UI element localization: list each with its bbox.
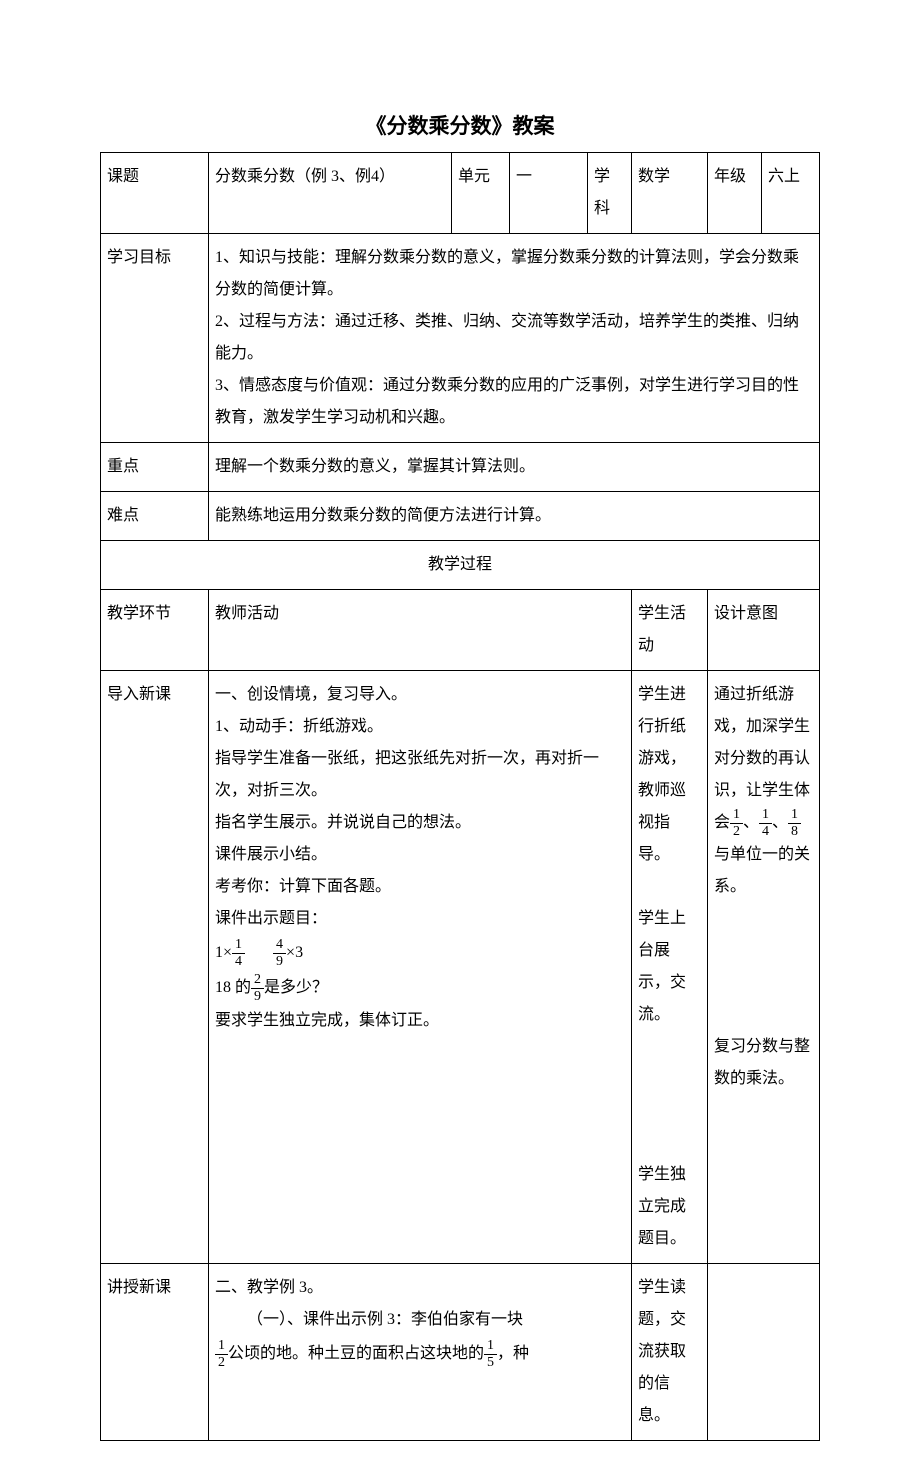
col-phase: 教学环节 — [101, 590, 209, 671]
unit-value: 一 — [510, 153, 588, 234]
expr3-frac: 29 — [251, 973, 264, 1004]
process-header: 教学过程 — [101, 541, 820, 590]
grade-label: 年级 — [708, 153, 762, 234]
lecture-f1: 12 — [215, 1339, 228, 1370]
subject-value: 数学 — [632, 153, 708, 234]
col-student: 学生活动 — [632, 590, 708, 671]
lecture-math: 12公顷的地。种土豆的面积占这块地的15，种 — [215, 1345, 529, 1362]
expr3-right: 是多少？ — [264, 979, 328, 996]
objectives-content: 1、知识与技能：理解分数乘分数的意义，掌握分数乘分数的计算法则，学会分数乘分数的… — [209, 234, 820, 443]
unit-label: 单元 — [452, 153, 510, 234]
intro-t-l5: 课件展示小结。 — [215, 846, 327, 863]
intro-s1: 学生进行折纸游戏，教师巡视指导。 — [638, 686, 686, 863]
lecture-row: 讲授新课 二、教学例 3。 （一）、课件出示例 3：李伯伯家有一块 12公顷的地… — [101, 1264, 820, 1441]
col-intent: 设计意图 — [708, 590, 820, 671]
keypoint-value: 理解一个数乘分数的意义，掌握其计算法则。 — [209, 443, 820, 492]
lecture-l2b: 公顷的地。种土豆的面积占这块地的 — [228, 1345, 484, 1362]
lesson-plan-table: 课题 分数乘分数（例 3、例4） 单元 一 学科 数学 年级 六上 学习目标 1… — [100, 152, 820, 1441]
page-title: 《分数乘分数》教案 — [100, 110, 820, 140]
intro-t-l1: 一、创设情境，复习导入。 — [215, 686, 407, 703]
intro-intent: 通过折纸游戏，加深学生对分数的再认识，让学生体会12、14、18与单位一的关系。… — [708, 671, 820, 1264]
intro-expr-line1: 1×14 49×3 — [215, 944, 303, 961]
intro-teacher: 一、创设情境，复习导入。 1、动动手：折纸游戏。 指导学生准备一张纸，把这张纸先… — [209, 671, 632, 1264]
intro-t-l3: 指导学生准备一张纸，把这张纸先对折一次，再对折一次，对折三次。 — [215, 750, 599, 799]
expr1-left: 1× — [215, 944, 232, 961]
diffpoint-value: 能熟练地运用分数乘分数的简便方法进行计算。 — [209, 492, 820, 541]
intro-student: 学生进行折纸游戏，教师巡视指导。 学生上台展示，交流。 学生独立完成题目。 — [632, 671, 708, 1264]
intent-sep2: 、 — [772, 814, 788, 831]
intent-f1: 12 — [730, 808, 743, 839]
intro-t-l6: 考考你：计算下面各题。 — [215, 878, 391, 895]
col-teacher: 教师活动 — [209, 590, 632, 671]
diffpoint-row: 难点 能熟练地运用分数乘分数的简便方法进行计算。 — [101, 492, 820, 541]
lecture-l1: 二、教学例 3。 — [215, 1279, 323, 1296]
intent-f3: 18 — [788, 808, 801, 839]
subject-label: 学科 — [588, 153, 632, 234]
lecture-intent — [708, 1264, 820, 1441]
intro-row: 导入新课 一、创设情境，复习导入。 1、动动手：折纸游戏。 指导学生准备一张纸，… — [101, 671, 820, 1264]
intro-s3: 学生独立完成题目。 — [638, 1166, 686, 1247]
lecture-student: 学生读题，交流获取的信息。 — [632, 1264, 708, 1441]
intent-p1b: 与单位一的关系。 — [714, 846, 810, 895]
objectives-row: 学习目标 1、知识与技能：理解分数乘分数的意义，掌握分数乘分数的计算法则，学会分… — [101, 234, 820, 443]
grade-value: 六上 — [762, 153, 820, 234]
header-row: 课题 分数乘分数（例 3、例4） 单元 一 学科 数学 年级 六上 — [101, 153, 820, 234]
lecture-l2c: ，种 — [497, 1345, 529, 1362]
diffpoint-label: 难点 — [101, 492, 209, 541]
keypoint-row: 重点 理解一个数乘分数的意义，掌握其计算法则。 — [101, 443, 820, 492]
objective-1: 1、知识与技能：理解分数乘分数的意义，掌握分数乘分数的计算法则，学会分数乘分数的… — [215, 249, 799, 298]
intro-t-l2: 1、动动手：折纸游戏。 — [215, 718, 383, 735]
intent-p2: 复习分数与整数的乘法。 — [714, 1038, 810, 1087]
objectives-label: 学习目标 — [101, 234, 209, 443]
intent-f2: 14 — [759, 808, 772, 839]
expr2-right: ×3 — [286, 944, 303, 961]
expr2-frac: 49 — [273, 938, 286, 969]
expr1-frac: 14 — [232, 938, 245, 969]
lecture-f2: 15 — [484, 1339, 497, 1370]
lecture-phase: 讲授新课 — [101, 1264, 209, 1441]
intro-t-l4: 指名学生展示。并说说自己的想法。 — [215, 814, 471, 831]
lecture-teacher: 二、教学例 3。 （一）、课件出示例 3：李伯伯家有一块 12公顷的地。种土豆的… — [209, 1264, 632, 1441]
keypoint-label: 重点 — [101, 443, 209, 492]
objective-2: 2、过程与方法：通过迁移、类推、归纳、交流等数学活动，培养学生的类推、归纳能力。 — [215, 313, 799, 362]
expr3-left: 18 的 — [215, 979, 251, 996]
intro-s2: 学生上台展示，交流。 — [638, 910, 686, 1023]
intro-t-l8: 要求学生独立完成，集体订正。 — [215, 1012, 439, 1029]
process-header-row: 教学过程 — [101, 541, 820, 590]
objective-3: 3、情感态度与价值观：通过分数乘分数的应用的广泛事例，对学生进行学习目的性教育，… — [215, 377, 799, 426]
topic-value: 分数乘分数（例 3、例4） — [209, 153, 452, 234]
intent-sep1: 、 — [743, 814, 759, 831]
lecture-l2-wrap: （一）、课件出示例 3：李伯伯家有一块 — [215, 1304, 625, 1336]
intro-expr-line2: 18 的29是多少？ — [215, 979, 328, 996]
topic-label: 课题 — [101, 153, 209, 234]
intro-t-l7: 课件出示题目： — [215, 910, 327, 927]
lecture-s1: 学生读题，交流获取的信息。 — [638, 1279, 686, 1424]
intro-phase: 导入新课 — [101, 671, 209, 1264]
columns-row: 教学环节 教师活动 学生活动 设计意图 — [101, 590, 820, 671]
lecture-l2a: （一）、课件出示例 3：李伯伯家有一块 — [247, 1311, 523, 1328]
